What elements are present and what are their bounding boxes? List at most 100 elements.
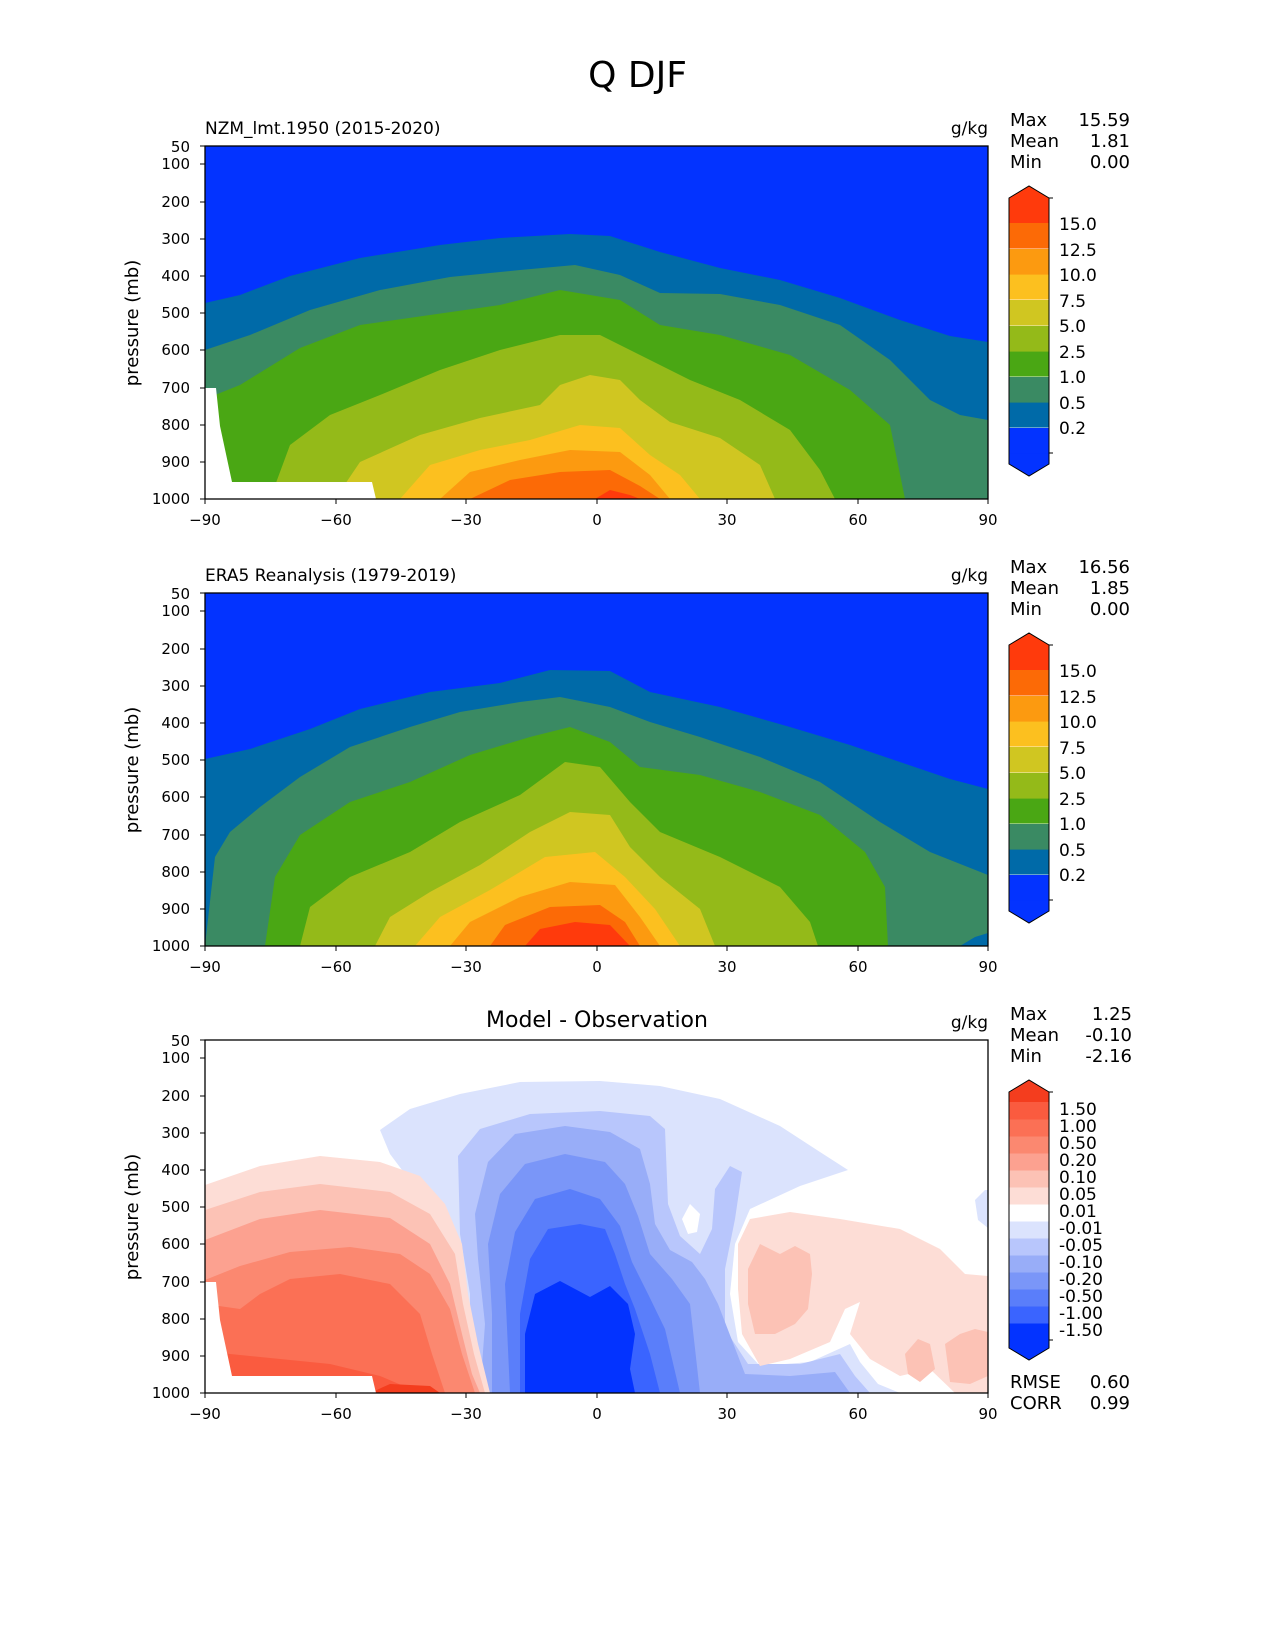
- obs-cbar-outline: [1008, 632, 1050, 924]
- diff-stat-corr: CORR 0.99: [1010, 1393, 1130, 1414]
- model-cbar-label: 5.0: [1059, 317, 1086, 337]
- diff-cbar-label: 1.50: [1059, 1100, 1097, 1120]
- obs-stat-min: Min 0.00: [1010, 599, 1130, 620]
- model-xtick-label: 60: [848, 511, 867, 529]
- obs-cbar-swatch: [1009, 721, 1049, 747]
- diff-white-hole: [682, 1204, 700, 1234]
- obs-ytick-label: 700: [161, 826, 190, 844]
- diff-cbar-label: -1.50: [1059, 1321, 1103, 1341]
- diff-cbar-label: 0.05: [1059, 1185, 1097, 1205]
- model-units: g/kg: [951, 119, 988, 139]
- model-ytick-label: 600: [161, 341, 190, 359]
- obs-cbar-swatch: [1009, 849, 1049, 875]
- model-cbar-swatch: [1009, 249, 1049, 275]
- obs-units: g/kg: [951, 566, 988, 586]
- diff-chart-title: Model - Observation: [486, 1008, 708, 1033]
- diff-cbar-label: -0.50: [1059, 1287, 1103, 1307]
- model-stat-min: Min 0.00: [1010, 152, 1130, 173]
- panel-observation: ERA5 Reanalysis (1979-2019) g/kg pressur…: [0, 557, 1275, 997]
- model-terrain-mask: [205, 388, 376, 499]
- obs-stat-mean: Mean 1.85: [1010, 578, 1130, 599]
- diff-cbar-swatch: [1009, 1170, 1049, 1188]
- diff-ytick-label: 600: [161, 1235, 190, 1253]
- figure-title: Q DJF: [588, 55, 687, 96]
- diff-cbar-swatch: [1009, 1306, 1049, 1324]
- model-xtick-label: 30: [717, 511, 736, 529]
- diff-ytick-label: 1000: [152, 1384, 190, 1402]
- obs-cbar-label: 0.5: [1059, 841, 1086, 861]
- diff-cbar-swatch: [1009, 1204, 1049, 1222]
- diff-ytick-label: 500: [161, 1198, 190, 1216]
- diff-polar-neg: [975, 1190, 988, 1228]
- diff-cbar-swatch: [1009, 1187, 1049, 1205]
- model-ytick-label: 500: [161, 304, 190, 322]
- diff-ytick-label: 700: [161, 1273, 190, 1291]
- obs-cbar-label: 7.5: [1059, 739, 1086, 759]
- obs-cbar-label: 0.2: [1059, 866, 1086, 886]
- obs-ytick-label: 100: [161, 602, 190, 620]
- model-xtick-label: −90: [189, 511, 221, 529]
- model-band-9: [595, 490, 640, 499]
- obs-chart-title: ERA5 Reanalysis (1979-2019): [205, 566, 456, 586]
- diff-cbar-swatch: [1009, 1102, 1049, 1120]
- diff-ytick-label: 300: [161, 1124, 190, 1142]
- obs-cbar-label: 12.5: [1059, 688, 1097, 708]
- obs-cbar-label: 5.0: [1059, 764, 1086, 784]
- diff-nh-pos-010: [748, 1244, 812, 1334]
- obs-ytick-label: 800: [161, 863, 190, 881]
- model-ytick-label: 50: [171, 138, 190, 156]
- obs-ytick-label: 1000: [152, 937, 190, 955]
- model-ytick-label: 900: [161, 453, 190, 471]
- obs-x-axis: −90 −60 −30 0 30 60 90: [189, 946, 998, 976]
- model-chart-svg: NZM_lmt.1950 (2015-2020) g/kg pressure (…: [122, 119, 1097, 529]
- obs-contour-field: [205, 593, 988, 946]
- model-cbar-label: 0.5: [1059, 394, 1086, 414]
- obs-stat-max: Max 16.56: [1010, 557, 1130, 578]
- diff-stat-min: Min -2.16: [1010, 1046, 1132, 1067]
- diff-cbar-swatch: [1009, 1238, 1049, 1256]
- model-ytick-label: 700: [161, 379, 190, 397]
- model-colorbar: 15.0 12.5 10.0 7.5 5.0 2.5 1.0 0.5 0.2: [1008, 185, 1097, 477]
- model-stat-mean: Mean 1.81: [1010, 131, 1130, 152]
- diff-xtick-label: −60: [320, 1405, 352, 1423]
- diff-contour-field: [205, 1040, 988, 1393]
- obs-cbar-swatch: [1009, 875, 1049, 901]
- obs-ytick-label: 900: [161, 900, 190, 918]
- diff-band-pos-max: [370, 1384, 440, 1393]
- diff-ytick-label: 200: [161, 1087, 190, 1105]
- diff-stat-mean: Mean -0.10: [1010, 1025, 1132, 1046]
- diff-ytick-label: 900: [161, 1347, 190, 1365]
- obs-cbar-label: 1.0: [1059, 815, 1086, 835]
- diff-cbar-label: -0.05: [1059, 1236, 1103, 1256]
- diff-band-neg-150: [525, 1281, 635, 1393]
- panel-difference: Model - Observation g/kg pressure (mb): [0, 1004, 1275, 1444]
- diff-xtick-label: 60: [848, 1405, 867, 1423]
- obs-y-axis: 50 100 200 300 400 500 600 700 800 900 1…: [152, 585, 205, 955]
- obs-xtick-label: −60: [320, 958, 352, 976]
- diff-cbar-label: 0.50: [1059, 1134, 1097, 1154]
- diff-cbar-label: -0.01: [1059, 1219, 1103, 1239]
- diff-cbar-label: 1.00: [1059, 1117, 1097, 1137]
- obs-ytick-label: 600: [161, 788, 190, 806]
- model-cbar-swatch: [1009, 326, 1049, 352]
- diff-cbar-swatch: [1009, 1080, 1049, 1102]
- diff-ytick-label: 800: [161, 1310, 190, 1328]
- obs-xtick-label: 0: [592, 958, 602, 976]
- model-cbar-outline: [1008, 185, 1050, 477]
- obs-xtick-label: 30: [717, 958, 736, 976]
- model-y-axis: 50 100 200 300 400 500 600 700 800 900 1…: [152, 138, 205, 508]
- model-cbar-label: 12.5: [1059, 241, 1097, 261]
- model-cbar-swatch: [1009, 377, 1049, 403]
- model-xtick-label: 0: [592, 511, 602, 529]
- diff-cbar-label: -0.20: [1059, 1270, 1103, 1290]
- model-cbar-swatch: [1009, 402, 1049, 428]
- model-cbar-swatch: [1009, 453, 1049, 476]
- diff-stat-max: Max 1.25: [1010, 1004, 1132, 1025]
- obs-xtick-label: 60: [848, 958, 867, 976]
- diff-xtick-label: 30: [717, 1405, 736, 1423]
- obs-cbar-swatch: [1009, 773, 1049, 799]
- obs-xtick-label: −90: [189, 958, 221, 976]
- diff-colorbar: 1.50 1.00 0.50 0.20 0.10 0.05 0.01 -0.01…: [1008, 1079, 1103, 1361]
- diff-cbar-label: -0.10: [1059, 1253, 1103, 1273]
- model-chart-title: NZM_lmt.1950 (2015-2020): [205, 119, 440, 139]
